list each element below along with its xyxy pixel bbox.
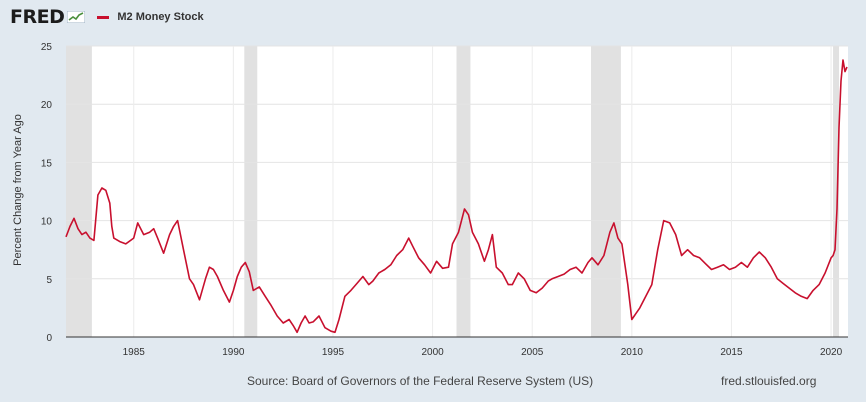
x-tick-label: 1995 (322, 347, 345, 358)
x-tick-label: 1985 (123, 347, 146, 358)
series-line-0 (65, 59, 848, 334)
recession-band-1 (244, 46, 258, 337)
fred-logo[interactable]: FRED (10, 6, 65, 28)
y-tick-label: 10 (41, 217, 53, 228)
recession-band-2 (456, 46, 471, 337)
y-tick-label: 25 (41, 42, 53, 53)
chart-header: FRED M2 Money Stock (10, 6, 204, 28)
line-graph-icon (67, 11, 86, 23)
legend[interactable]: M2 Money Stock (97, 11, 204, 23)
site-link[interactable]: fred.stlouisfed.org (721, 374, 817, 388)
x-tick-label: 2020 (820, 347, 843, 358)
y-tick-label: 15 (41, 158, 53, 169)
x-tick-label: 1990 (222, 347, 245, 358)
legend-label: M2 Money Stock (117, 11, 204, 23)
recession-band-3 (590, 46, 621, 337)
y-tick-label: 20 (41, 100, 53, 111)
x-tick-label: 2000 (421, 347, 444, 358)
recession-band-4 (833, 46, 840, 337)
recession-band-0 (66, 46, 92, 337)
x-tick-label: 2010 (621, 347, 644, 358)
y-tick-label: 5 (46, 275, 52, 286)
x-tick-label: 2005 (521, 347, 544, 358)
y-tick-label: 0 (46, 333, 52, 344)
legend-swatch (97, 15, 110, 19)
y-axis-label: Percent Change from Year Ago (12, 114, 24, 266)
source-note: Source: Board of Governors of the Federa… (247, 374, 594, 388)
x-tick-label: 2015 (720, 347, 743, 358)
